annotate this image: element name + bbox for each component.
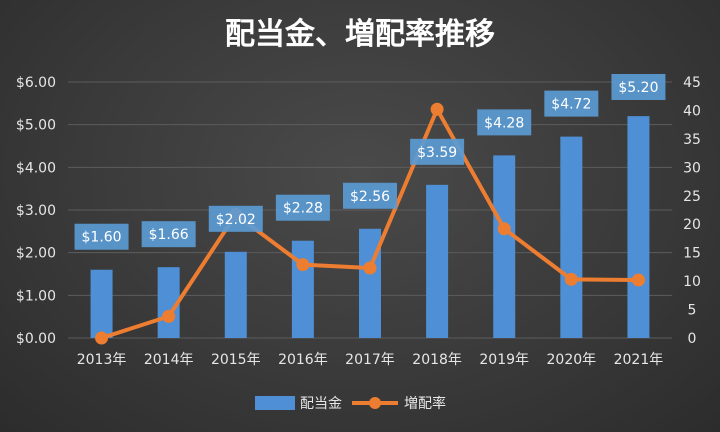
bar (560, 136, 583, 338)
bar (291, 240, 314, 338)
legend-label-bar: 配当金 (300, 396, 342, 412)
bar (426, 184, 449, 338)
data-label-box (141, 221, 196, 248)
legend-label-line: 増配率 (404, 395, 446, 412)
right-tick-label: 35 (683, 132, 701, 148)
left-tick-label: $6.00 (16, 75, 56, 91)
data-label-text: $2.56 (350, 189, 390, 205)
x-tick-label: 2018年 (412, 352, 462, 368)
x-tick-label: 2021年 (614, 352, 664, 368)
x-tick-label: 2014年 (144, 352, 194, 368)
bar (627, 116, 650, 338)
x-tick-label: 2015年 (211, 352, 261, 368)
data-label: $1.60 (74, 223, 129, 250)
bar (90, 269, 113, 338)
left-tick-label: $0.00 (16, 331, 56, 347)
bar (493, 155, 516, 338)
data-label-box (343, 182, 397, 209)
right-tick-label: 40 (683, 103, 701, 119)
right-tick-label: 5 (688, 303, 697, 319)
left-tick-label: $5.00 (16, 118, 56, 134)
data-label-text: $3.59 (417, 145, 457, 161)
data-label-text: $1.60 (82, 230, 122, 246)
left-tick-label: $4.00 (16, 160, 56, 176)
x-tick-label: 2013年 (77, 352, 127, 368)
line-point (631, 273, 645, 287)
left-axis-ticks: $0.00 $1.00 $2.00 $3.00 $4.00 $5.00 $6.00 (16, 75, 56, 347)
data-label-text: $2.28 (283, 201, 323, 217)
line-point (296, 258, 310, 272)
bar (157, 267, 180, 338)
data-label-box (611, 74, 666, 100)
chart-title: 配当金、増配率推移 (225, 17, 495, 52)
data-label: $2.28 (275, 194, 330, 221)
data-label: $2.02 (208, 205, 263, 232)
data-label: $3.59 (410, 138, 465, 165)
data-label-text: $4.28 (484, 115, 524, 131)
data-label-text: $1.66 (149, 227, 189, 243)
line-point (497, 222, 511, 236)
data-label-box (477, 109, 532, 136)
data-label-box (410, 138, 465, 165)
right-tick-label: 25 (683, 189, 701, 205)
bar (224, 251, 247, 338)
legend: 配当金 増配率 (255, 395, 446, 412)
x-tick-label: 2019年 (479, 352, 529, 368)
right-tick-label: 30 (683, 160, 701, 176)
right-tick-label: 0 (688, 331, 697, 347)
right-tick-label: 20 (683, 217, 701, 233)
data-label: $5.20 (611, 74, 666, 100)
line-point (564, 272, 578, 286)
data-label-box (544, 90, 599, 117)
x-tick-label: 2016年 (278, 352, 328, 368)
right-axis-ticks: 0 5 10 15 20 25 30 35 40 45 (683, 75, 701, 347)
data-label: $2.56 (343, 182, 397, 209)
data-label-box (275, 194, 330, 221)
data-label: $4.72 (544, 90, 599, 117)
data-label: $1.66 (141, 221, 196, 248)
bar-data-labels: $1.60 $1.66 $2.02 $2.28 $2.56 $3.59 $4.28 $4.72… (74, 74, 666, 250)
left-tick-label: $2.00 (16, 246, 56, 262)
x-tick-label: 2017年 (345, 352, 395, 368)
data-label-box (74, 223, 129, 250)
right-tick-label: 10 (683, 274, 701, 290)
legend-swatch-bar (255, 396, 295, 410)
line-series (95, 102, 645, 345)
data-label-box (208, 205, 263, 232)
legend-swatch-marker (369, 397, 381, 409)
data-label-text: $2.02 (216, 212, 256, 228)
x-axis-ticks: 2013年 2014年 2015年 2016年 2017年 2018年 2019年 2020年… (77, 352, 664, 368)
data-label: $4.28 (477, 109, 532, 136)
left-tick-label: $3.00 (16, 203, 56, 219)
right-tick-label: 15 (683, 246, 701, 262)
x-tick-label: 2020年 (547, 352, 597, 368)
line-point (430, 102, 444, 116)
line-point (162, 309, 176, 323)
right-tick-label: 45 (683, 75, 701, 91)
line-point (363, 261, 377, 275)
data-label-text: $5.20 (618, 80, 658, 96)
data-label-text: $4.72 (551, 97, 591, 113)
left-tick-label: $1.00 (16, 288, 56, 304)
line-point (95, 331, 109, 345)
